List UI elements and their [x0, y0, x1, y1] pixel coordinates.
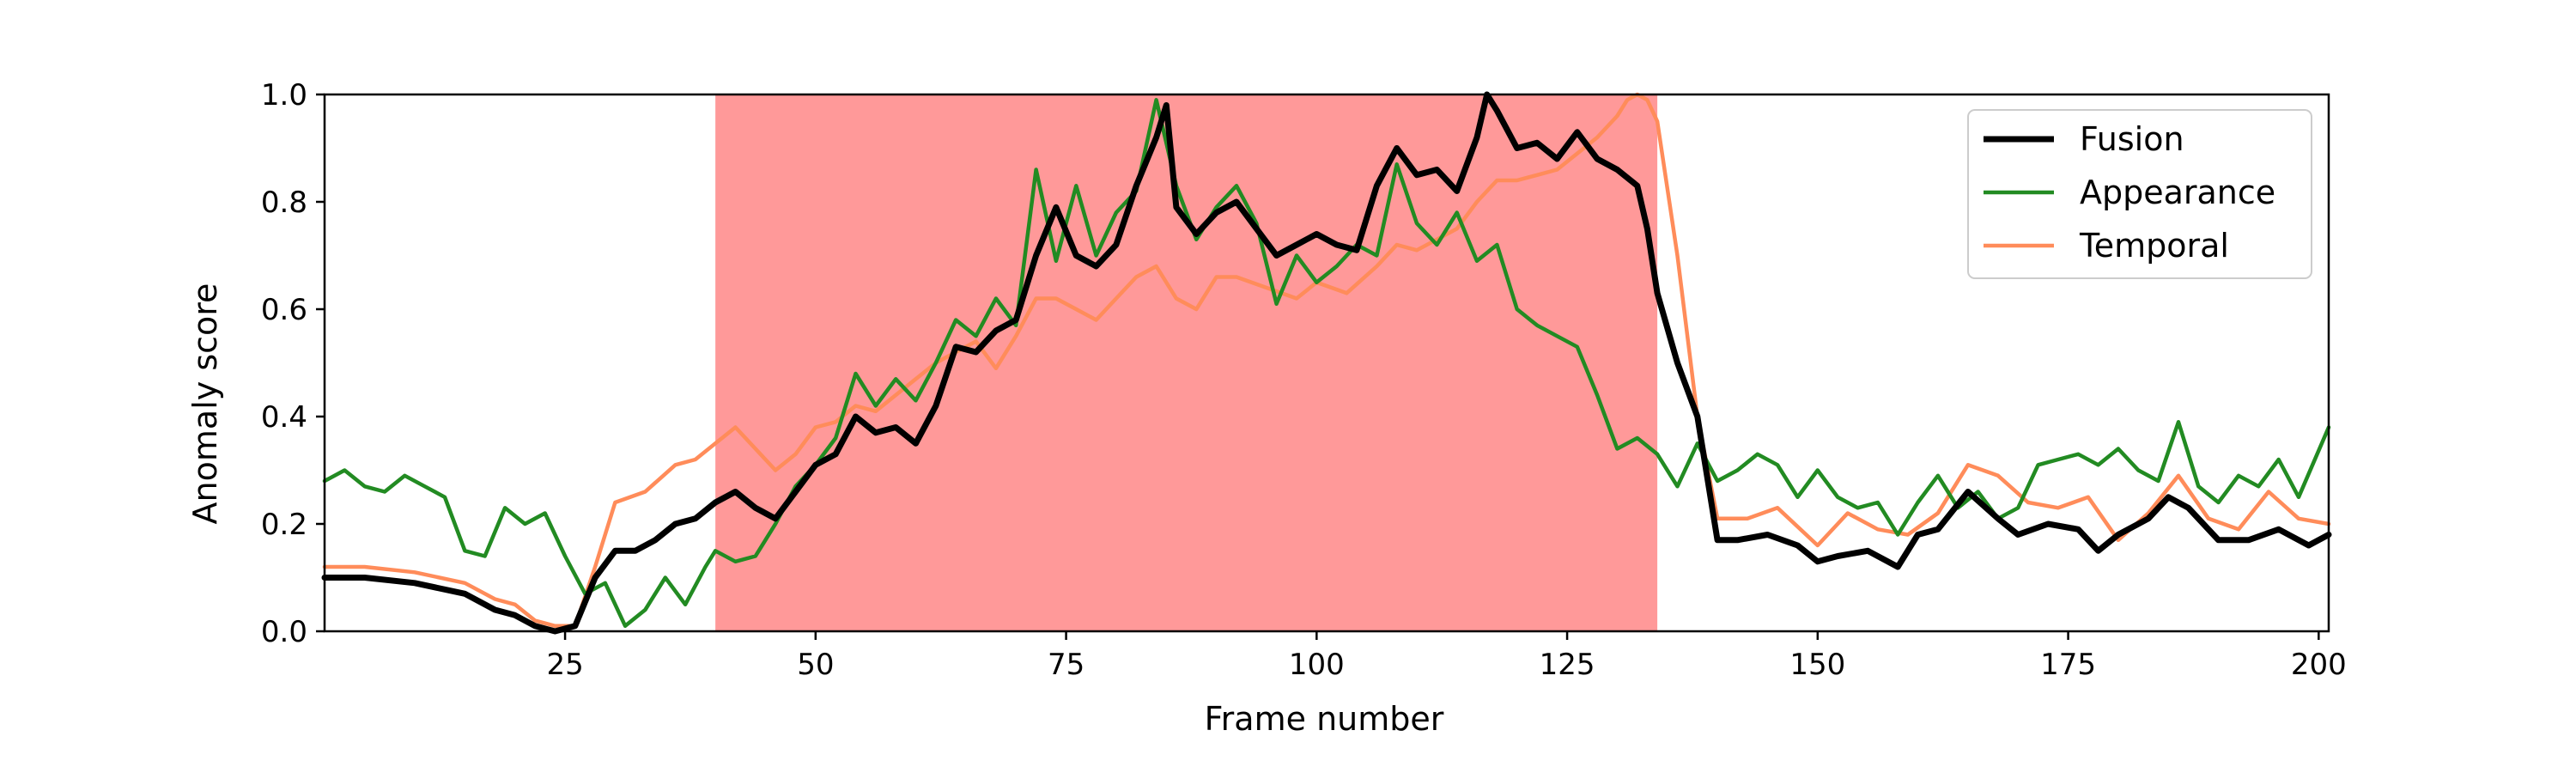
legend-label-fusion: Fusion — [2080, 120, 2184, 158]
x-tick-label: 75 — [1048, 648, 1084, 682]
anomaly-region-layer — [715, 94, 1658, 631]
x-tick-label: 100 — [1289, 648, 1345, 682]
y-tick-label: 1.0 — [261, 78, 307, 113]
y-tick-label: 0.4 — [261, 400, 307, 435]
axes-layer: 25 50 75 100 125 150 175 200 0.0 0.2 0.4 0.6 0.8 1.0 — [261, 78, 2347, 682]
x-tick-label: 125 — [1540, 648, 1595, 682]
series-line-appearance — [322, 98, 2331, 629]
y-tick-label: 0.0 — [261, 615, 307, 649]
plot-frame — [323, 93, 2330, 633]
y-tick-label: 0.8 — [261, 186, 307, 220]
x-tick-label: 25 — [546, 648, 583, 682]
legend-label-appearance: Appearance — [2080, 173, 2275, 211]
legend-label-temporal: Temporal — [2079, 227, 2229, 265]
series-line-temporal — [322, 92, 2331, 629]
legend: Fusion Appearance Temporal — [1967, 109, 2312, 279]
y-tick-label: 0.6 — [261, 293, 307, 327]
legend-box — [1967, 109, 2312, 279]
x-tick-label: 150 — [1789, 648, 1845, 682]
x-tick-label: 175 — [2040, 648, 2096, 682]
x-tick-label: 50 — [797, 648, 834, 682]
x-tick-label: 200 — [2291, 648, 2347, 682]
x-axis-title: Frame number — [1205, 700, 1444, 738]
series-line-fusion — [321, 91, 2332, 635]
series-layer — [321, 91, 2332, 635]
y-tick-label: 0.2 — [261, 508, 307, 542]
y-axis-title: Anomaly score — [186, 283, 224, 525]
anomaly-region — [715, 94, 1658, 631]
